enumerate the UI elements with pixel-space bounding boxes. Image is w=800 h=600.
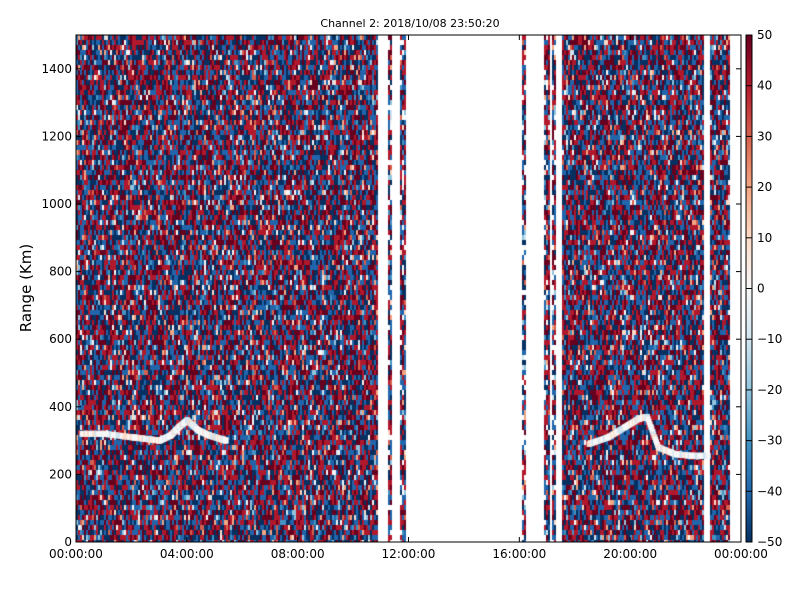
y-axis-label: Range (Km) bbox=[17, 244, 35, 332]
y-tick-label: 400 bbox=[49, 400, 72, 414]
colorbar: 50 40 30 20 10 0 −10 −20 −30 −40 −50 bbox=[745, 28, 782, 549]
colorbar-tick-label: 50 bbox=[757, 28, 772, 42]
x-tick-label: 04:00:00 bbox=[160, 547, 214, 561]
x-tick-label: 20:00:00 bbox=[603, 547, 657, 561]
colorbar-tick-label: −10 bbox=[757, 332, 782, 346]
y-tick-label: 1400 bbox=[41, 62, 72, 76]
x-tick-label: 00:00:00 bbox=[49, 547, 103, 561]
colorbar-tick-label: 10 bbox=[757, 231, 772, 245]
y-tick-label: 1000 bbox=[41, 197, 72, 211]
x-tick-label: 08:00:00 bbox=[271, 547, 325, 561]
colorbar-tick-label: 40 bbox=[757, 79, 772, 93]
colorbar-tick-label: −50 bbox=[757, 535, 782, 549]
x-tick-label: 00:00:00 bbox=[714, 547, 768, 561]
heatmap-raster bbox=[76, 35, 741, 542]
y-tick-label: 200 bbox=[49, 467, 72, 481]
colorbar-tick-label: 0 bbox=[757, 282, 765, 296]
x-tick-label: 16:00:00 bbox=[492, 547, 546, 561]
y-tick-label: 800 bbox=[49, 265, 72, 279]
x-tick-label: 12:00:00 bbox=[382, 547, 436, 561]
y-tick-label: 0 bbox=[64, 535, 72, 549]
y-axis: 0 200 400 600 800 1000 1200 1400 bbox=[41, 62, 741, 549]
y-tick-label: 1200 bbox=[41, 129, 72, 143]
y-tick-label: 600 bbox=[49, 332, 72, 346]
colorbar-tick-label: 20 bbox=[757, 180, 772, 194]
colorbar-tick-label: −40 bbox=[757, 484, 782, 498]
colorbar-tick-label: −20 bbox=[757, 383, 782, 397]
colorbar-tick-label: 30 bbox=[757, 129, 772, 143]
heatmap-plot-area bbox=[76, 35, 741, 542]
x-axis: 00:00:00 04:00:00 08:00:00 12:00:00 16:00:00… bbox=[49, 35, 768, 561]
colorbar-tick-label: −30 bbox=[757, 434, 782, 448]
chart-title: Channel 2: 2018/10/08 23:50:20 bbox=[320, 17, 499, 30]
